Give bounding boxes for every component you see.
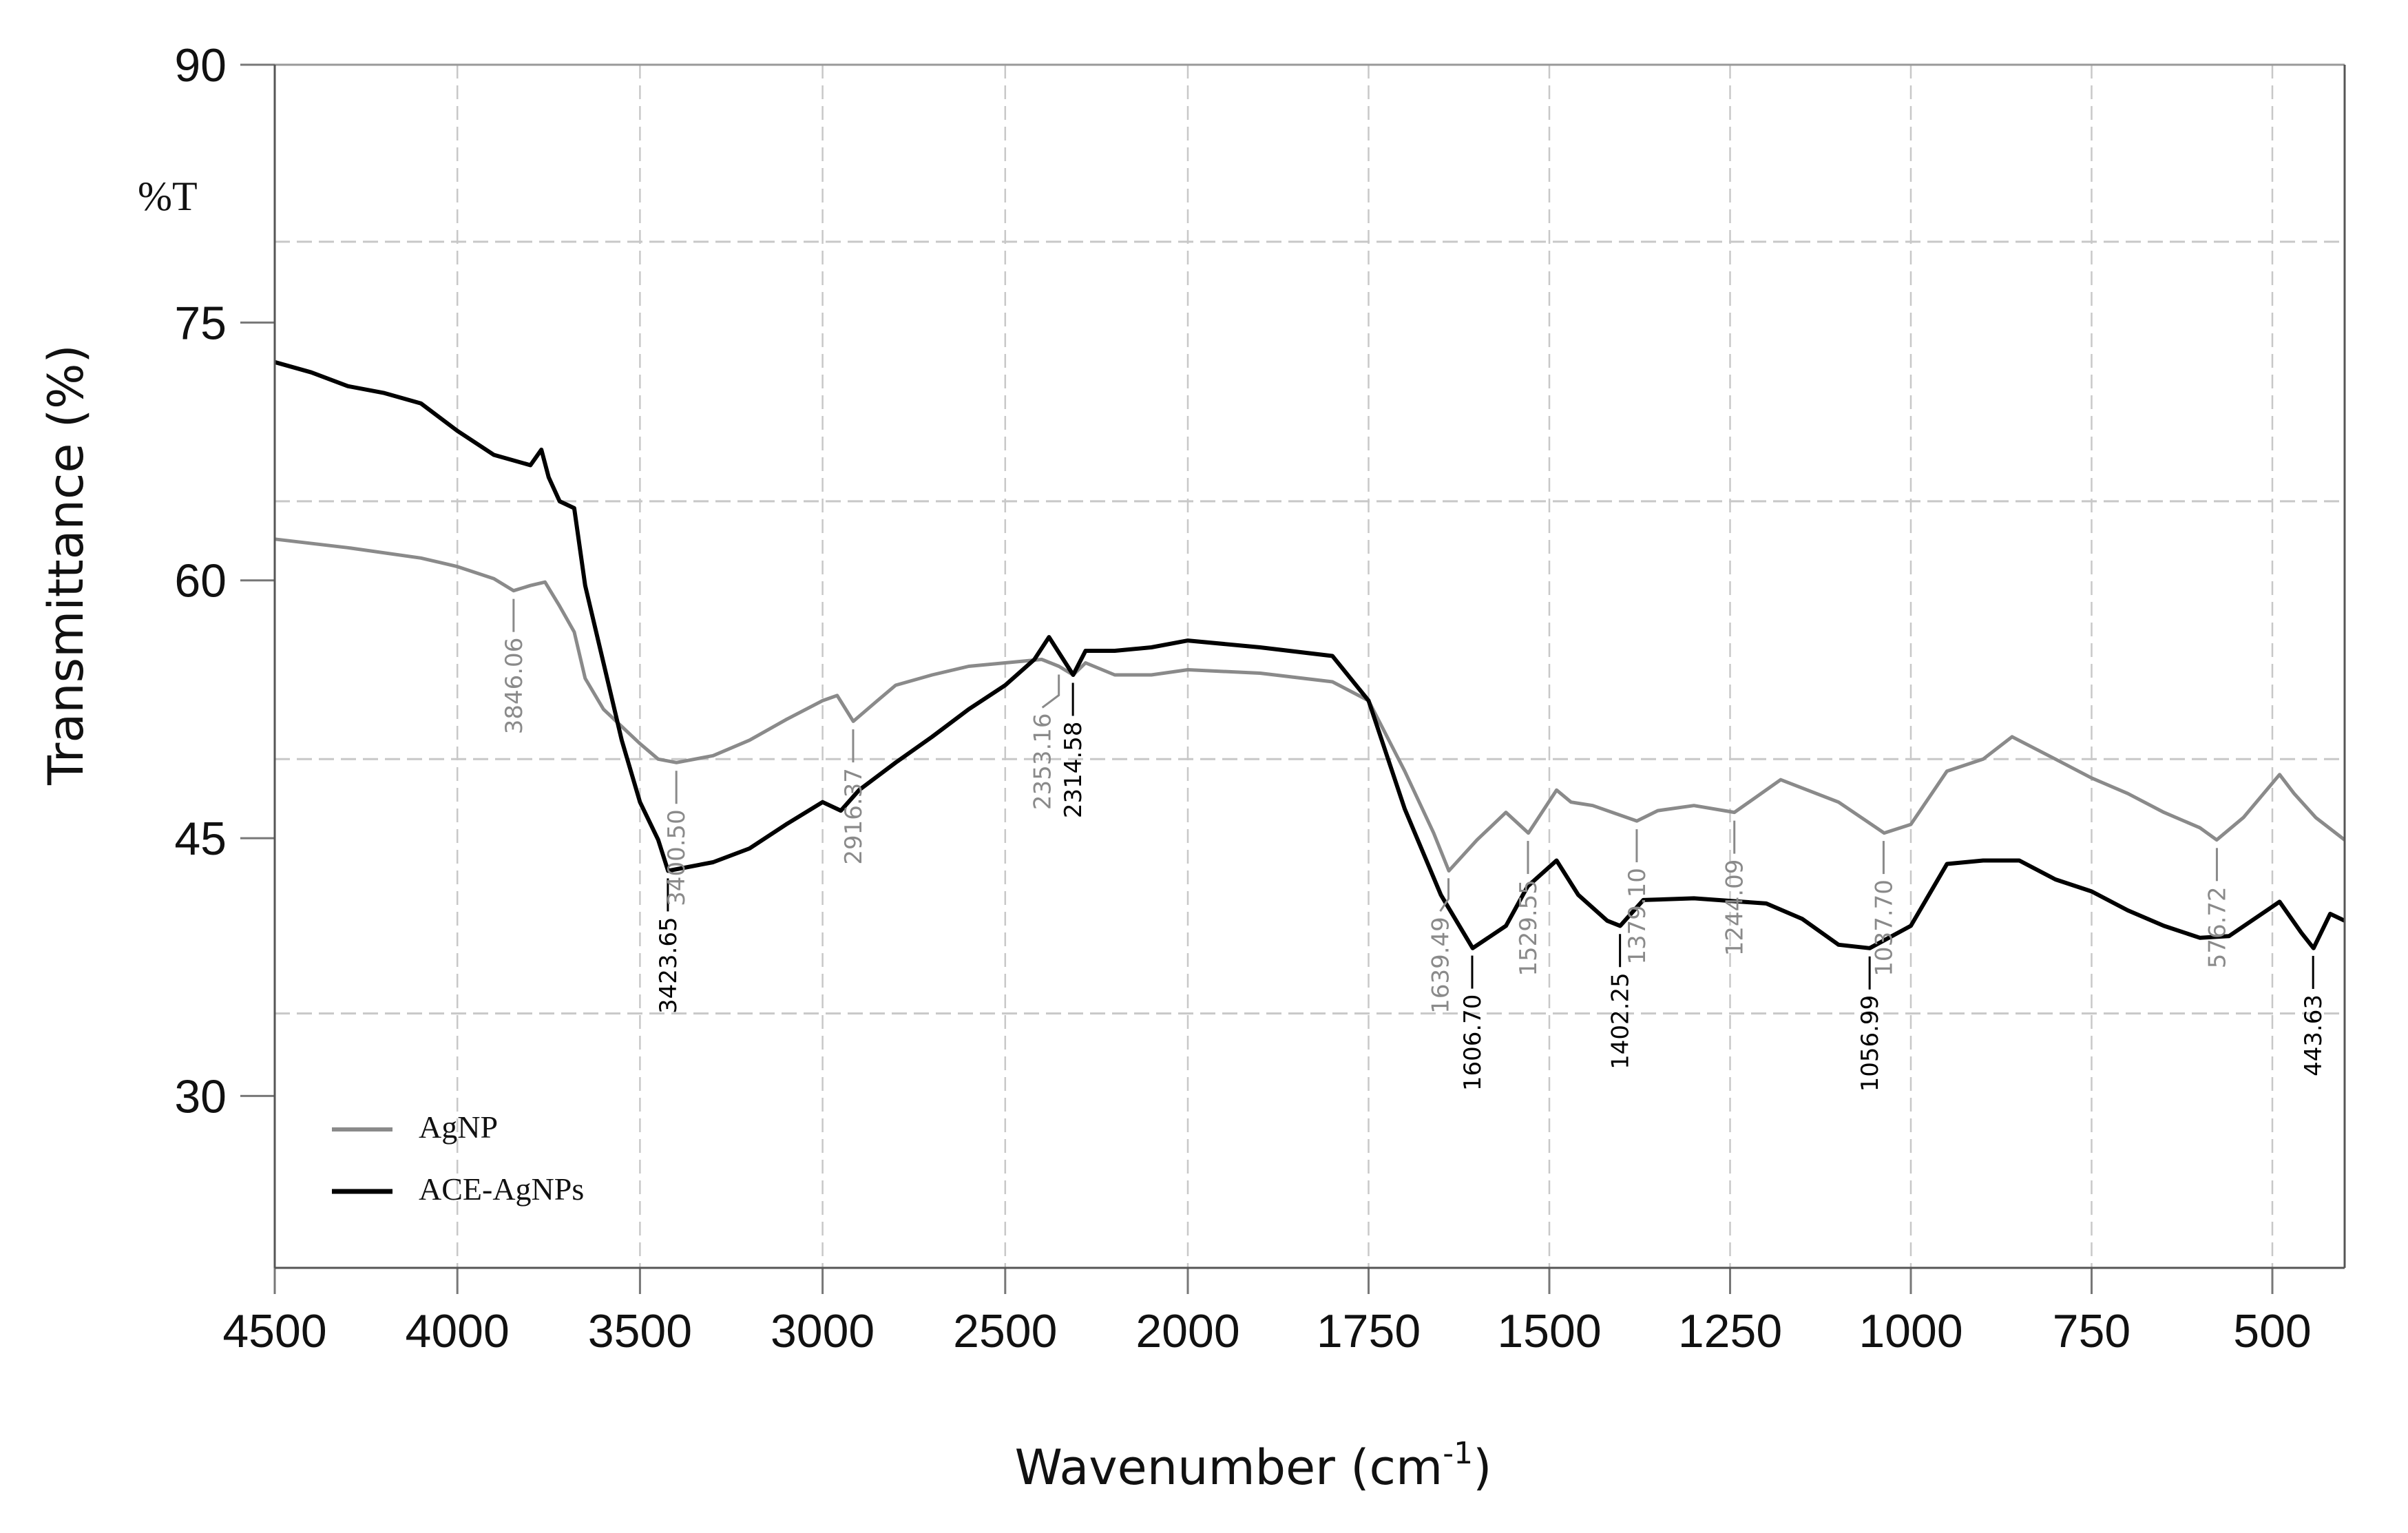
x-axis-title-main: Wavenumber (cm xyxy=(1015,1439,1443,1496)
legend: AgNP ACE-AgNPs xyxy=(332,1109,584,1207)
x-tick-label: 2000 xyxy=(1135,1305,1239,1357)
peak-label: 1606.70 xyxy=(1459,994,1487,1092)
series-line-agnp xyxy=(274,537,2346,873)
peak-label: 3400.50 xyxy=(663,809,691,906)
y-tick-label: 75 xyxy=(174,297,227,349)
x-tick-label: 3000 xyxy=(771,1305,875,1357)
x-axis-title-sup: -1 xyxy=(1443,1436,1473,1471)
series-lines xyxy=(274,359,2346,950)
x-axis-title-close: ) xyxy=(1473,1439,1491,1496)
peak-label: 2916.37 xyxy=(840,768,868,865)
peak-label: 1379.10 xyxy=(1624,868,1651,965)
peak-leader xyxy=(1041,674,1060,709)
x-tick-label: 1500 xyxy=(1497,1305,1601,1357)
peak-label: 1244.09 xyxy=(1721,859,1749,957)
corner-label: %T xyxy=(138,174,198,219)
x-tick-label: 2500 xyxy=(953,1305,1057,1357)
peak-label: 3846.06 xyxy=(501,638,528,735)
peak-label: 443.63 xyxy=(2300,994,2327,1076)
x-tick-label: 1750 xyxy=(1317,1305,1421,1357)
peak-leader xyxy=(1439,878,1450,912)
peak-label: 1529.55 xyxy=(1515,879,1542,977)
x-tick-label: 750 xyxy=(2053,1305,2130,1357)
y-tick-label: 45 xyxy=(174,813,227,865)
peak-label: 2314.58 xyxy=(1060,721,1087,818)
series-line-ace-agnps xyxy=(274,359,2346,950)
x-tick-label: 3500 xyxy=(588,1305,692,1357)
peak-label: 1639.49 xyxy=(1427,917,1455,1014)
legend-label-agnp: AgNP xyxy=(419,1109,498,1145)
peak-label: 1037.70 xyxy=(1870,879,1898,977)
legend-label-ace-agnps: ACE-AgNPs xyxy=(419,1171,584,1207)
tick-labels: 4500 4000 3500 3000 2500 2000 1750 1500 1250 1000… xyxy=(174,39,2311,1357)
x-tick-label: 1250 xyxy=(1678,1305,1782,1357)
y-tick-label: 60 xyxy=(174,555,227,607)
x-tick-label: 4500 xyxy=(222,1305,326,1357)
y-tick-label: 90 xyxy=(174,39,227,92)
x-tick-label: 500 xyxy=(2233,1305,2311,1357)
y-tick-label: 30 xyxy=(174,1070,227,1123)
peak-label: 576.72 xyxy=(2203,886,2231,968)
x-tick-label: 1000 xyxy=(1859,1305,1962,1357)
peak-labels: 3423.65 2314.58 1606.70 1402.25 1056.99 443.6… xyxy=(501,598,2327,1092)
y-axis-title: Transmittance (%) xyxy=(38,344,94,786)
axes xyxy=(240,63,2346,1294)
grid-lines xyxy=(275,65,2345,1268)
x-tick-label: 4000 xyxy=(406,1305,510,1357)
peak-label: 1402.25 xyxy=(1607,972,1635,1070)
x-axis-title: Wavenumber (cm-1) xyxy=(1015,1436,1492,1496)
peak-label: 3423.65 xyxy=(655,917,682,1014)
peak-label: 1056.99 xyxy=(1856,995,1884,1092)
peak-label: 2353.16 xyxy=(1029,713,1057,810)
